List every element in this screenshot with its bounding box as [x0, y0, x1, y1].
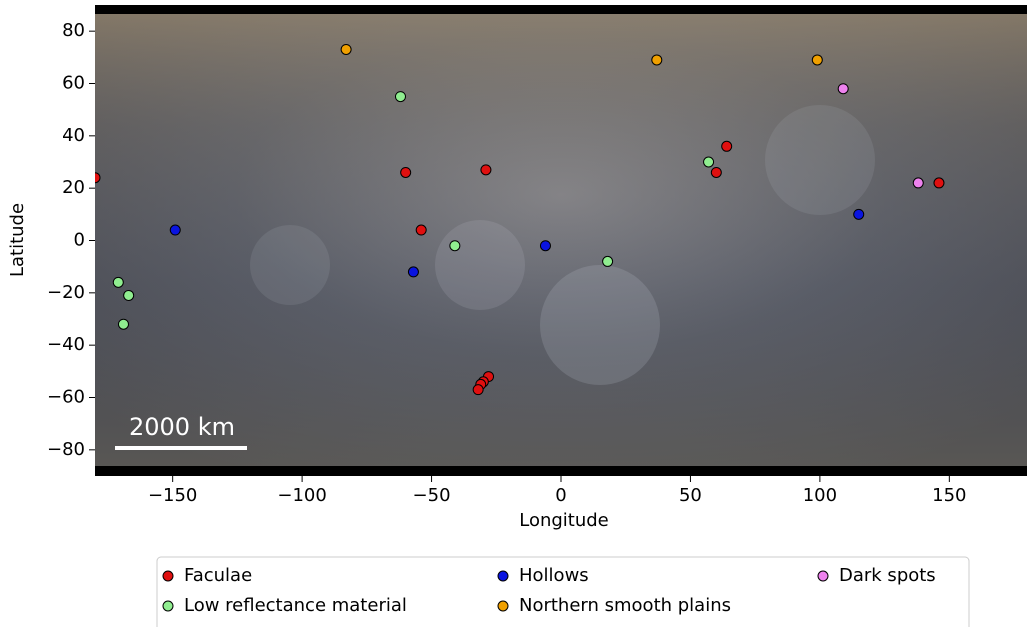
- y-tick-label: 60: [62, 73, 85, 94]
- map-tint: [95, 14, 1027, 466]
- point: [117, 318, 129, 330]
- point: [340, 43, 352, 55]
- x-tick-label: −100: [277, 485, 326, 506]
- scale-bar-label: 2000 km: [129, 413, 235, 441]
- legend-marker: [817, 570, 829, 582]
- legend-marker: [162, 600, 174, 612]
- crater: [435, 220, 525, 310]
- crater: [765, 105, 875, 215]
- point: [123, 289, 135, 301]
- point: [853, 208, 865, 220]
- point: [415, 224, 427, 236]
- x-axis-label: Longitude: [519, 510, 609, 531]
- point: [721, 140, 733, 152]
- legend-marker: [497, 570, 509, 582]
- y-tick-label: −60: [47, 387, 85, 408]
- point: [539, 240, 551, 252]
- crater: [540, 265, 660, 385]
- point: [811, 54, 823, 66]
- point: [933, 177, 945, 189]
- legend-label: Northern smooth plains: [519, 595, 731, 616]
- x-tick-label: −150: [148, 485, 197, 506]
- legend-label: Faculae: [184, 565, 252, 586]
- y-axis-label: Latitude: [7, 203, 28, 277]
- plot-area: [95, 5, 1027, 476]
- point: [449, 240, 461, 252]
- point: [480, 164, 492, 176]
- point: [407, 266, 419, 278]
- point: [837, 83, 849, 95]
- legend: [156, 556, 970, 631]
- point: [95, 172, 101, 184]
- point: [912, 177, 924, 189]
- point: [602, 255, 614, 267]
- point: [472, 384, 484, 396]
- crater: [250, 225, 330, 305]
- x-tick-label: 50: [679, 485, 702, 506]
- legend-label: Dark spots: [839, 565, 936, 586]
- y-tick-label: 80: [62, 20, 85, 41]
- y-tick-label: 40: [62, 125, 85, 146]
- y-tick-label: 0: [74, 230, 85, 251]
- legend-marker: [497, 600, 509, 612]
- y-tick-label: −80: [47, 439, 85, 460]
- y-tick-label: 20: [62, 177, 85, 198]
- point: [169, 224, 181, 236]
- point: [400, 166, 412, 178]
- x-tick-label: 0: [555, 485, 566, 506]
- point: [394, 91, 406, 103]
- point: [112, 276, 124, 288]
- point: [651, 54, 663, 66]
- legend-label: Low reflectance material: [184, 595, 407, 616]
- legend-label: Hollows: [519, 565, 589, 586]
- y-tick-label: −40: [47, 334, 85, 355]
- point: [703, 156, 715, 168]
- x-tick-label: 150: [932, 485, 966, 506]
- legend-marker: [162, 570, 174, 582]
- x-tick-label: 100: [803, 485, 837, 506]
- point: [710, 166, 722, 178]
- x-tick-label: −50: [413, 485, 451, 506]
- y-tick-label: −20: [47, 282, 85, 303]
